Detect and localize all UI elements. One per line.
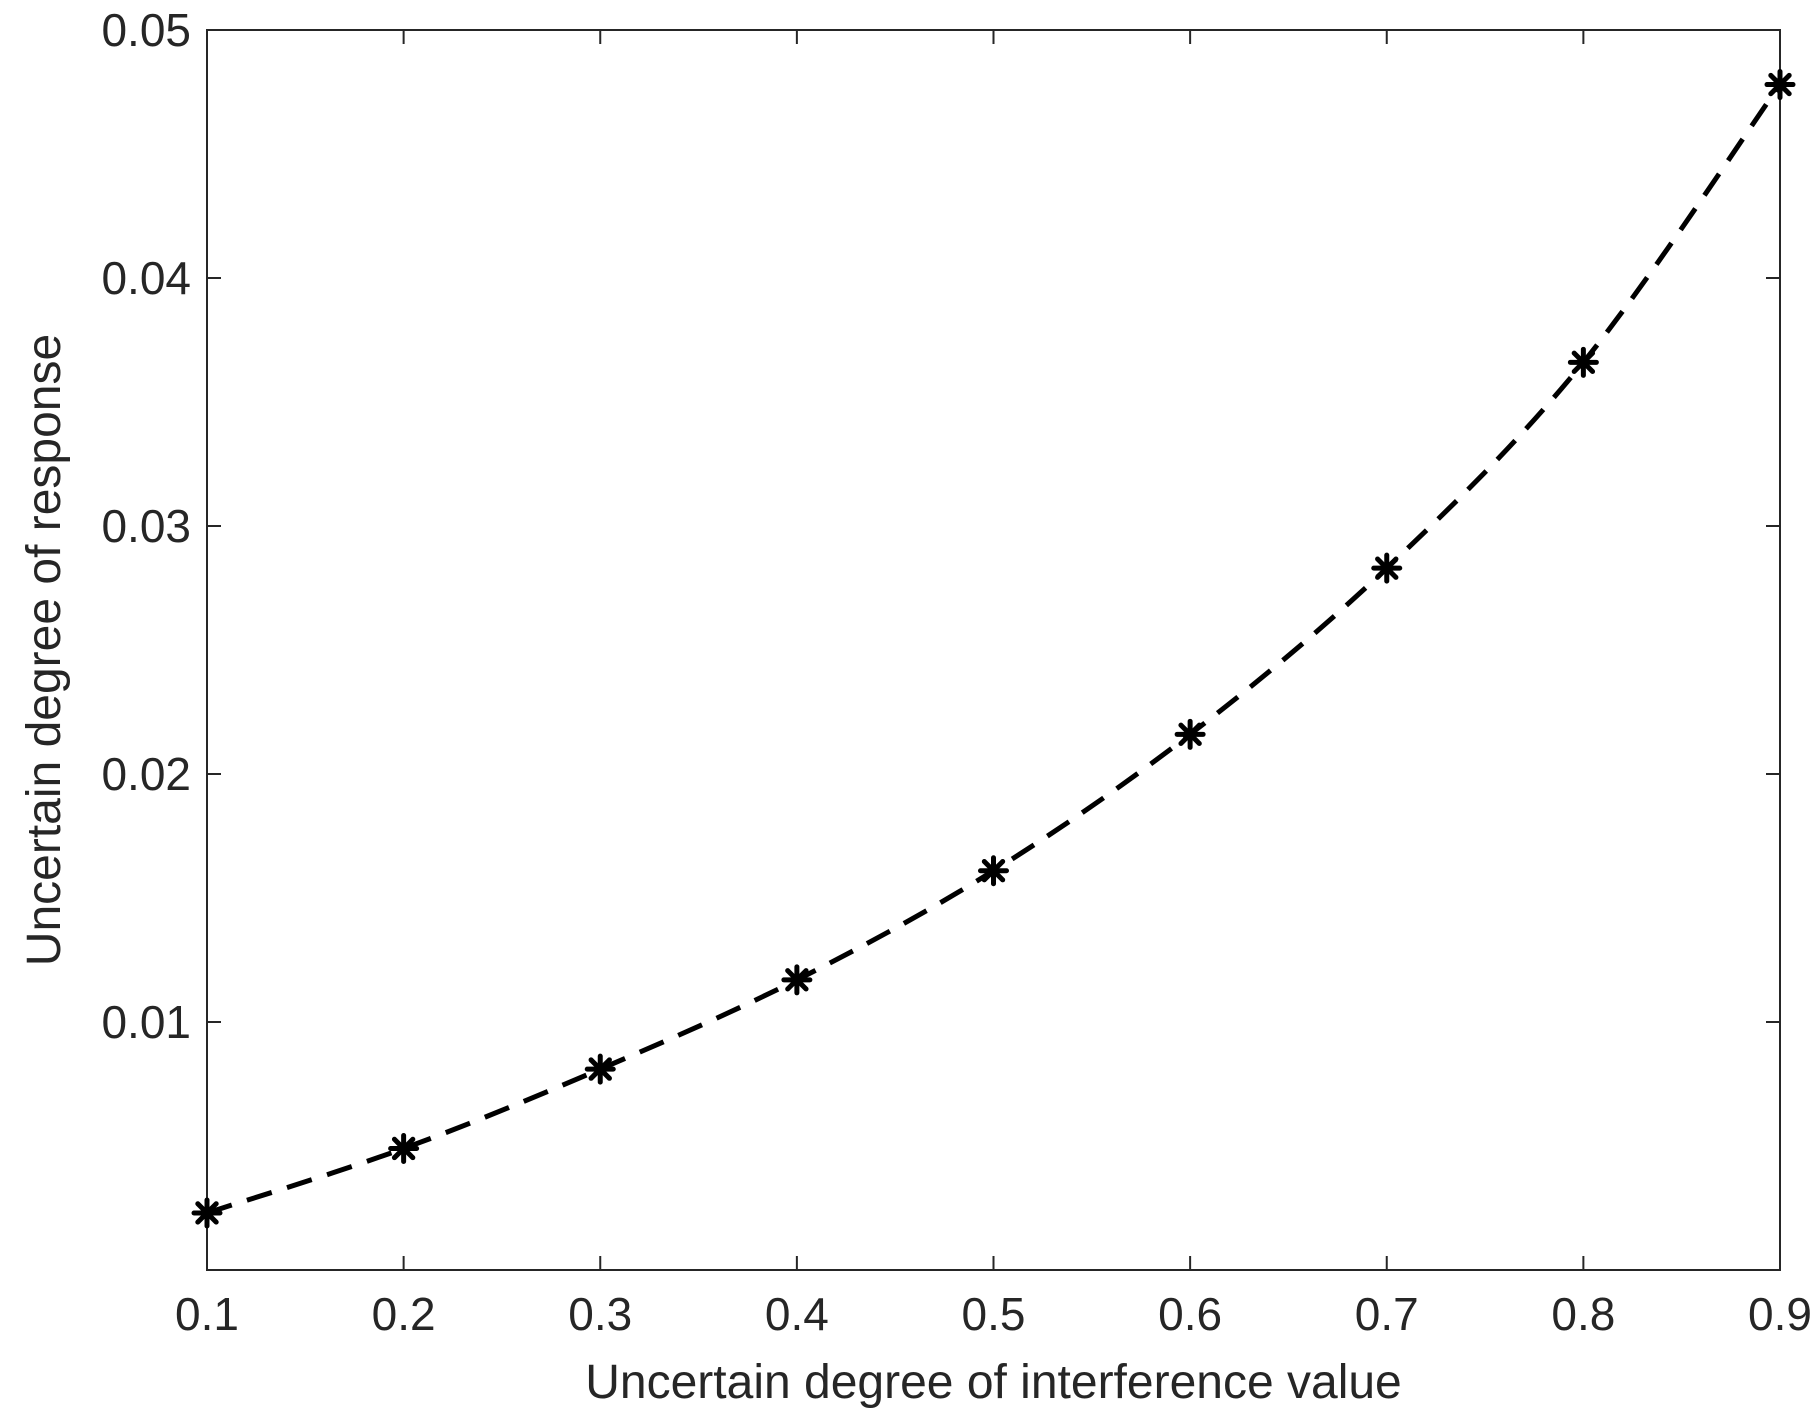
x-tick-label: 0.6: [1158, 1288, 1222, 1340]
y-axis-label: Uncertain degree of response: [18, 334, 71, 966]
series-group: [191, 69, 1796, 1229]
x-tick-label: 0.1: [175, 1288, 239, 1340]
asterisk-stroke: [588, 1057, 612, 1081]
asterisk-stroke: [1571, 350, 1596, 375]
data-point: [1567, 346, 1599, 378]
x-tick-label: 0.2: [372, 1288, 436, 1340]
asterisk-stroke: [981, 859, 1006, 883]
data-point: [978, 855, 1009, 887]
asterisk-stroke: [785, 968, 809, 992]
y-axis-ticks: 0.01 0.02 0.03 0.04 0.05: [101, 4, 1780, 1048]
data-point: [1764, 69, 1796, 101]
x-tick-label: 0.9: [1748, 1288, 1812, 1340]
y-tick-label: 0.03: [101, 500, 191, 552]
x-axis-ticks: 0.1 0.2 0.3 0.4 0.5 0.6 0.7 0.8 0.9: [175, 30, 1812, 1340]
y-tick-label: 0.05: [101, 4, 191, 56]
data-point: [1174, 718, 1206, 750]
x-axis-label: Uncertain degree of interference value: [585, 1356, 1402, 1409]
x-tick-label: 0.3: [568, 1288, 632, 1340]
y-tick-label: 0.04: [101, 252, 191, 304]
data-point: [191, 1197, 223, 1229]
axes-box: [206, 29, 1781, 1271]
data-point: [584, 1053, 616, 1085]
x-tick-label: 0.7: [1355, 1288, 1419, 1340]
asterisk-stroke: [1375, 556, 1399, 580]
asterisk-stroke: [1768, 72, 1792, 97]
data-point: [1371, 552, 1403, 584]
data-point: [388, 1132, 420, 1164]
plot-area: [206, 29, 1781, 1271]
asterisk-stroke: [1178, 722, 1202, 747]
asterisk-stroke: [195, 1201, 219, 1225]
x-tick-label: 0.8: [1551, 1288, 1615, 1340]
x-tick-label: 0.4: [765, 1288, 829, 1340]
series-line: [206, 83, 1783, 1216]
asterisk-stroke: [391, 1136, 416, 1161]
data-point: [781, 964, 813, 996]
x-tick-label: 0.5: [962, 1288, 1026, 1340]
y-tick-label: 0.02: [101, 748, 191, 800]
y-tick-label: 0.01: [101, 996, 191, 1048]
